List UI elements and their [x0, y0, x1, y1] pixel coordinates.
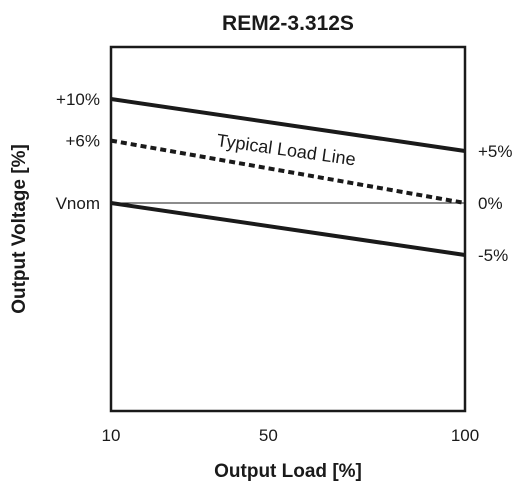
right-y-tick-label: +5% — [478, 142, 513, 161]
y-axis-label: Output Voltage [%] — [9, 144, 30, 314]
right-y-tick-label: 0% — [478, 194, 503, 213]
x-tick-label: 50 — [259, 426, 278, 445]
series-line-solid-0 — [110, 97, 466, 153]
left-y-tick-label: +6% — [66, 132, 101, 151]
series-line-solid-3 — [110, 201, 466, 257]
x-axis-label: Output Load [%] — [214, 461, 362, 482]
x-tick-label: 100 — [451, 426, 479, 445]
left-y-tick-label: +10% — [56, 90, 100, 109]
tick-layer: 10 50 100 +10% +6% Vnom +5% 0% -5% — [56, 90, 513, 445]
x-tick-label: 10 — [102, 426, 121, 445]
series-layer — [110, 97, 466, 257]
left-y-tick-label: Vnom — [56, 194, 100, 213]
right-y-tick-label: -5% — [478, 246, 508, 265]
chart-title: REM2-3.312S — [222, 12, 354, 35]
typical-load-line-annotation: Typical Load Line — [215, 130, 357, 169]
plot-frame — [109, 45, 467, 413]
